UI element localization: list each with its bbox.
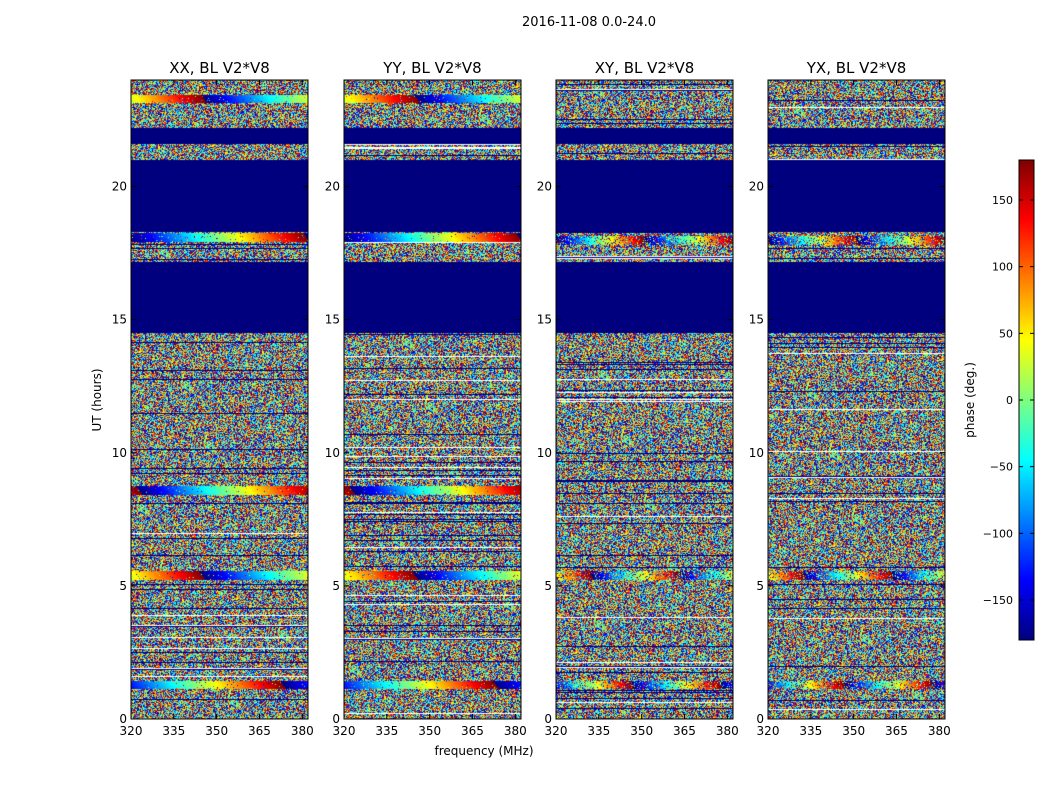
panel-frame [555,79,734,720]
y-tick-label: 15 [749,313,764,327]
x-tick-label: 320 [757,724,780,738]
panel-frame [767,79,946,720]
x-tick-label: 350 [418,724,441,738]
x-tick-label: 350 [842,724,865,738]
x-tick-label: 320 [120,724,143,738]
y-tick-label: 0 [119,712,127,726]
colorbar-tick-label: 0 [1006,394,1013,407]
y-tick-label: 20 [325,180,340,194]
panel-title: XY, BL V2*V8 [595,59,695,77]
heatmap-image [344,80,521,719]
panel-4: YX, BL V2*V8 320 335 350 365 380 0 5 10 15 20 [749,59,951,738]
panel-1: XX, BL V2*V8 320 335 350 365 380 0 5 10 15 20 [112,59,314,738]
y-tick-label: 20 [112,180,127,194]
panel-frame [130,79,309,720]
y-tick-label: 0 [332,712,340,726]
colorbar-tick-label: −100 [983,527,1013,540]
y-tick-label: 10 [112,446,127,460]
y-tick-label: 10 [749,446,764,460]
panel-2: YY, BL V2*V8 320 335 350 365 380 0 5 10 15 20 [325,59,527,738]
x-tick-label: 380 [504,724,527,738]
colorbar-tick-label: −150 [983,594,1013,607]
colorbar: −150 −100 −50 0 50 100 150 [983,159,1035,641]
y-tick-label: 15 [112,313,127,327]
panel-frame [343,79,522,720]
colorbar-tick-label: 150 [992,194,1013,207]
panel-3: XY, BL V2*V8 320 335 350 365 380 0 5 10 15 20 [537,59,739,738]
y-tick-label: 0 [756,712,764,726]
figure-title: 2016-11-08 0.0-24.0 [522,15,656,30]
y-tick-label: 15 [537,313,552,327]
x-tick-label: 320 [333,724,356,738]
x-tick-label: 365 [673,724,696,738]
x-tick-label: 335 [375,724,398,738]
y-tick-label: 10 [537,446,552,460]
panel-title: YY, BL V2*V8 [382,59,481,77]
y-tick-label: 5 [332,579,340,593]
colorbar-tick-label: −50 [990,461,1013,474]
x-tick-label: 365 [461,724,484,738]
x-tick-label: 320 [545,724,568,738]
colorbar-tick-label: 50 [999,327,1013,340]
x-tick-label: 380 [291,724,314,738]
y-tick-label: 10 [325,446,340,460]
x-tick-label: 380 [716,724,739,738]
x-axis-label: frequency (MHz) [434,744,533,758]
y-tick-label: 20 [749,180,764,194]
x-tick-label: 335 [587,724,610,738]
heatmap-image [768,80,945,719]
x-tick-label: 365 [248,724,271,738]
colorbar-tick-label: 100 [992,261,1013,274]
y-tick-label: 5 [119,579,127,593]
heatmap-image [556,80,733,719]
panel-title: XX, BL V2*V8 [169,59,270,77]
y-tick-label: 0 [544,712,552,726]
y-tick-label: 20 [537,180,552,194]
panel-title: YX, BL V2*V8 [806,59,907,77]
x-tick-label: 335 [799,724,822,738]
y-tick-label: 15 [325,313,340,327]
y-tick-label: 5 [756,579,764,593]
colorbar-label: phase (deg.) [963,362,977,438]
x-tick-label: 350 [205,724,228,738]
y-axis-label: UT (hours) [90,368,104,431]
x-tick-label: 350 [630,724,653,738]
x-tick-label: 380 [928,724,951,738]
x-tick-label: 335 [162,724,185,738]
y-tick-label: 5 [544,579,552,593]
x-tick-label: 365 [885,724,908,738]
heatmap-image [131,80,308,719]
